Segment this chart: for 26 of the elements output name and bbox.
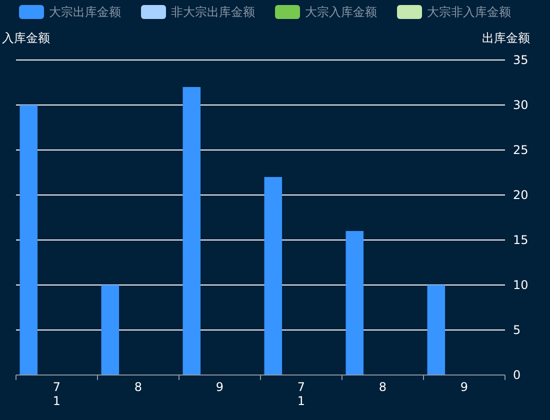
- bar: [101, 285, 120, 375]
- x-tick-label: 8: [378, 380, 387, 394]
- y2-tick-label: 10: [513, 278, 528, 292]
- y2-tick-label: 35: [513, 53, 528, 67]
- y2-tick-label: 20: [513, 188, 528, 202]
- legend-label: 大宗非入库金额: [427, 5, 511, 19]
- x-tick-label: 8: [134, 380, 142, 394]
- y2-tick-label: 5: [513, 323, 521, 337]
- y2-tick-label: 15: [513, 233, 528, 247]
- y2-tick-label: 0: [513, 368, 521, 382]
- x-tick-label: 9: [216, 380, 224, 394]
- bar: [264, 177, 282, 375]
- legend-label: 大宗入库金额: [305, 5, 377, 19]
- y2-tick-label: 25: [513, 143, 528, 157]
- x-tick-label: 7 1: [297, 380, 306, 408]
- bar: [427, 285, 446, 375]
- y2-tick-label: 30: [513, 98, 528, 112]
- legend-label: 非大宗出库金额: [171, 5, 255, 19]
- bar: [20, 105, 38, 375]
- y2-axis-title: 出库金额: [482, 31, 530, 45]
- legend-label: 大宗出库金额: [49, 5, 121, 19]
- x-tick-label: 7 1: [52, 380, 61, 408]
- bar: [182, 87, 201, 375]
- bar: [346, 231, 364, 375]
- y-axis-title: 入库金额: [2, 31, 50, 45]
- x-tick-label: 9: [460, 380, 468, 394]
